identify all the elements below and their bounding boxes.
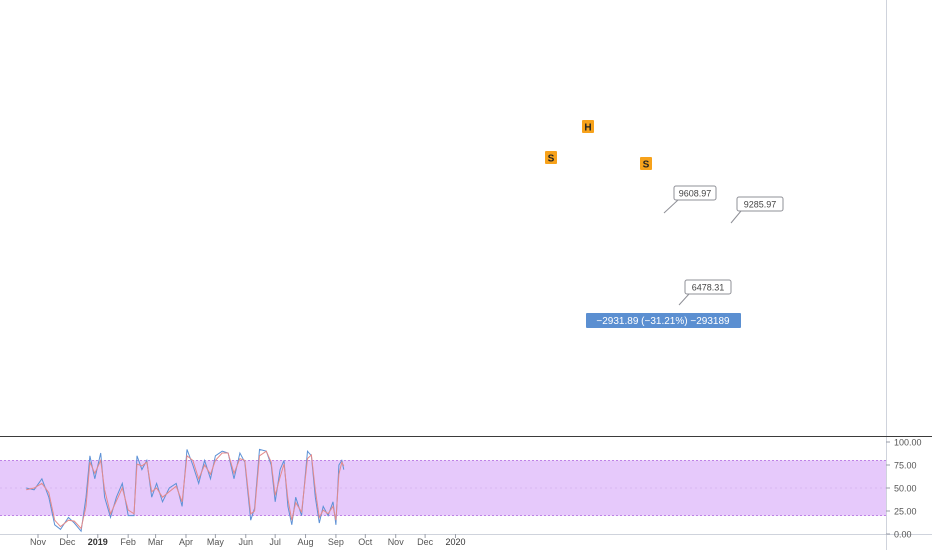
time-tick-label: Jun <box>239 537 254 547</box>
measure-label-box <box>586 313 741 328</box>
measure-label: −2931.89 (−31.21%) −293189 <box>596 316 730 327</box>
time-tick-label: Aug <box>298 537 314 547</box>
time-tick-label: 2019 <box>88 537 108 547</box>
time-tick-label: Apr <box>179 537 193 547</box>
callout-pointer <box>678 293 690 306</box>
pattern-marker-label: H <box>584 123 591 134</box>
oscillator-tick-label: 75.00 <box>894 461 917 471</box>
callout-box <box>736 196 784 212</box>
pattern-marker-box <box>640 157 652 170</box>
time-tick-label: Sep <box>328 537 344 547</box>
callout-label: 9608.97 <box>679 189 712 199</box>
time-tick-label: May <box>207 537 225 547</box>
callout-box <box>673 185 717 201</box>
oscillator-line-d <box>26 450 345 530</box>
oscillator-tick-label: 50.00 <box>894 484 917 494</box>
oscillator-tick-label: 25.00 <box>894 507 917 517</box>
oscillator-tick-label: 100.00 <box>894 438 922 448</box>
oscillator-band <box>0 460 886 516</box>
time-tick-label: Feb <box>120 537 136 547</box>
time-tick-label: Dec <box>417 537 434 547</box>
callout-pointer <box>663 199 679 214</box>
time-tick-label: Nov <box>388 537 405 547</box>
time-tick-label: 2020 <box>445 537 465 547</box>
pattern-marker-label: S <box>643 160 650 171</box>
time-tick-label: Oct <box>358 537 373 547</box>
pattern-marker-box <box>545 151 557 164</box>
pattern-marker-box <box>582 120 594 133</box>
time-tick-label: Jul <box>269 537 281 547</box>
callout-label: 9285.97 <box>744 200 777 210</box>
pattern-marker-label: S <box>548 154 555 165</box>
time-tick-label: Mar <box>148 537 164 547</box>
time-tick-label: Nov <box>30 537 47 547</box>
callout-label: 6478.31 <box>692 283 725 293</box>
oscillator-tick-label: 0.00 <box>894 530 912 540</box>
time-tick-label: Dec <box>59 537 76 547</box>
callout-box <box>684 279 732 295</box>
callout-pointer <box>730 210 742 224</box>
